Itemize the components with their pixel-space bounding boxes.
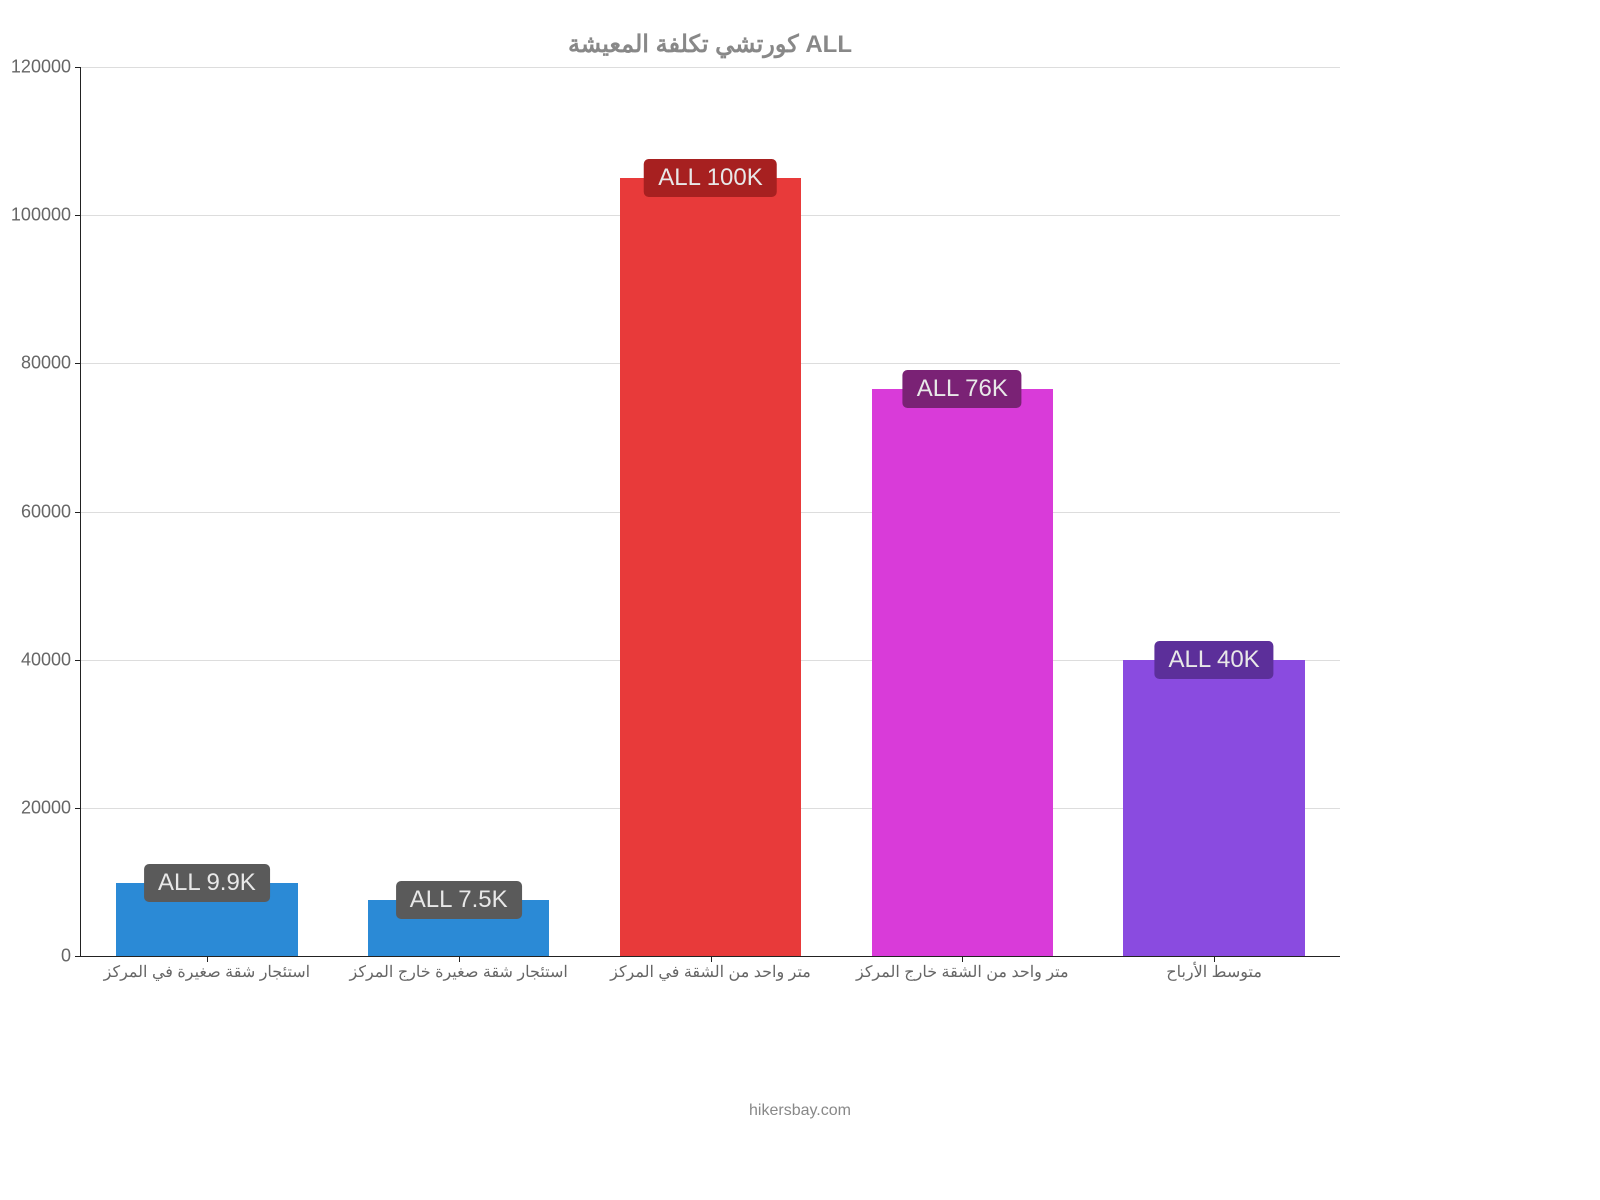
- x-axis-label: متر واحد من الشقة خارج المركز: [836, 962, 1088, 982]
- x-axis: استئجار شقة صغيرة في المركزاستئجار شقة ص…: [81, 962, 1340, 982]
- bar-slot: ALL 76K: [836, 67, 1088, 956]
- y-tick-label: 0: [61, 946, 71, 967]
- bar-slot: ALL 100K: [585, 67, 837, 956]
- bar-slot: ALL 40K: [1088, 67, 1340, 956]
- bar: ALL 76K: [872, 389, 1053, 956]
- y-tick-label: 20000: [21, 797, 71, 818]
- chart-title: كورتشي تكلفة المعيشة ALL: [80, 30, 1340, 59]
- bar: ALL 100K: [620, 178, 801, 956]
- y-tick-label: 80000: [21, 353, 71, 374]
- bar-value-badge: ALL 40K: [1154, 641, 1273, 679]
- x-axis-label: استئجار شقة صغيرة في المركز: [81, 962, 333, 982]
- bar-value-badge: ALL 7.5K: [396, 881, 522, 919]
- bar-value-badge: ALL 100K: [644, 159, 777, 197]
- bar-value-badge: ALL 76K: [903, 370, 1022, 408]
- y-tick-label: 40000: [21, 649, 71, 670]
- chart-container: كورتشي تكلفة المعيشة ALL 020000400006000…: [80, 30, 1340, 990]
- x-tick-mark: [962, 956, 963, 962]
- y-origin-tick: [75, 956, 81, 957]
- y-tick-label: 100000: [11, 205, 71, 226]
- attribution-text: hikersbay.com: [0, 1102, 1600, 1120]
- bar-slot: ALL 7.5K: [333, 67, 585, 956]
- bar: ALL 7.5K: [368, 900, 549, 956]
- bar-value-badge: ALL 9.9K: [144, 864, 270, 902]
- plot-area: 020000400006000080000100000120000 ALL 9.…: [80, 67, 1340, 957]
- bar: ALL 40K: [1123, 660, 1304, 956]
- bar-slot: ALL 9.9K: [81, 67, 333, 956]
- x-tick-mark: [711, 956, 712, 962]
- bars-layer: ALL 9.9K ALL 7.5K ALL 100K ALL 76K ALL 40K: [81, 67, 1340, 956]
- x-tick-mark: [459, 956, 460, 962]
- y-tick-label: 120000: [11, 57, 71, 78]
- y-tick-label: 60000: [21, 501, 71, 522]
- x-axis-label: متر واحد من الشقة في المركز: [585, 962, 837, 982]
- x-axis-label: متوسط الأرباح: [1088, 962, 1340, 982]
- x-axis-label: استئجار شقة صغيرة خارج المركز: [333, 962, 585, 982]
- x-tick-mark: [207, 956, 208, 962]
- x-tick-mark: [1214, 956, 1215, 962]
- bar: ALL 9.9K: [116, 883, 297, 956]
